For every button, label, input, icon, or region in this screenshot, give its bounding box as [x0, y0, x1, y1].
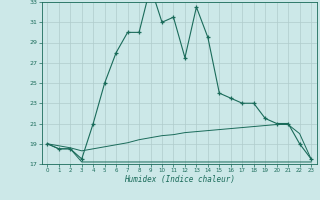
X-axis label: Humidex (Indice chaleur): Humidex (Indice chaleur): [124, 175, 235, 184]
